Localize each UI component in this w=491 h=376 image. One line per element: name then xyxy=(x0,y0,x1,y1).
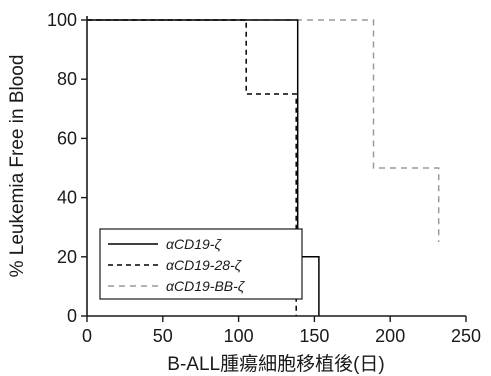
x-tick-label: 100 xyxy=(224,326,254,346)
x-tick-label: 50 xyxy=(153,326,173,346)
series-line-3 xyxy=(87,19,440,242)
x-axis-label: B-ALL腫瘍細胞移植後(日) xyxy=(167,353,384,375)
y-tick-label: 100 xyxy=(47,10,77,30)
y-axis-label: % Leukemia Free in Blood xyxy=(7,55,28,278)
axes-layer xyxy=(86,16,466,317)
x-tick-label: 250 xyxy=(451,326,481,346)
ticks-layer: 0 50 100 150 200 250 0 20 40 60 80 100 xyxy=(47,10,481,346)
x-tick-label: 150 xyxy=(299,326,329,346)
legend-label-1: αCD19-ζ xyxy=(166,236,222,252)
y-tick-label: 0 xyxy=(67,306,77,326)
y-tick-label: 60 xyxy=(57,128,77,148)
legend-label-3: αCD19-BB-ζ xyxy=(166,278,246,294)
x-tick-label: 0 xyxy=(82,326,92,346)
legend: αCD19-ζ αCD19-28-ζ αCD19-BB-ζ xyxy=(99,228,303,300)
y-tick-label: 40 xyxy=(57,188,77,208)
y-tick-label: 20 xyxy=(57,247,77,267)
legend-box xyxy=(99,228,303,300)
x-tick-label: 200 xyxy=(375,326,405,346)
legend-label-2: αCD19-28-ζ xyxy=(166,257,243,273)
y-tick-label: 80 xyxy=(57,69,77,89)
